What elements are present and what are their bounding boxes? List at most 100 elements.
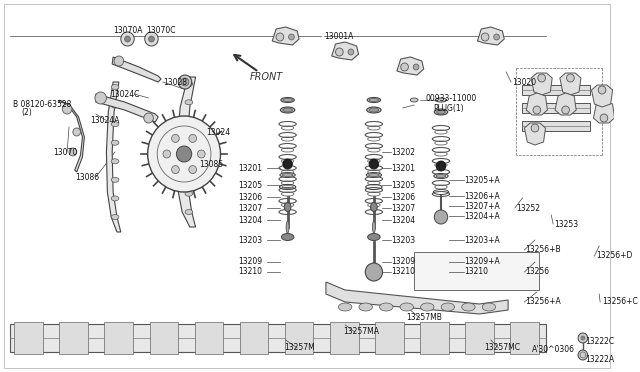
Ellipse shape bbox=[282, 173, 293, 176]
Bar bbox=[14, 322, 43, 354]
Text: 13256: 13256 bbox=[525, 267, 550, 276]
Bar bbox=[465, 322, 493, 354]
Bar bbox=[414, 252, 539, 290]
Bar bbox=[522, 85, 589, 95]
Text: 13206: 13206 bbox=[237, 192, 262, 202]
Polygon shape bbox=[593, 101, 614, 123]
Text: 13086: 13086 bbox=[75, 173, 99, 182]
Text: 13204: 13204 bbox=[391, 215, 415, 224]
Text: 13252: 13252 bbox=[516, 203, 540, 212]
Bar bbox=[375, 322, 404, 354]
Text: 13024A: 13024A bbox=[90, 115, 120, 125]
Text: 13257MB: 13257MB bbox=[406, 314, 442, 323]
Circle shape bbox=[538, 74, 545, 82]
Circle shape bbox=[598, 86, 606, 94]
Circle shape bbox=[562, 106, 570, 114]
Text: 13257M: 13257M bbox=[284, 343, 314, 353]
Circle shape bbox=[121, 32, 134, 46]
Text: 13201: 13201 bbox=[391, 164, 415, 173]
Text: 13070: 13070 bbox=[54, 148, 78, 157]
Circle shape bbox=[578, 333, 588, 343]
Polygon shape bbox=[591, 85, 612, 107]
Polygon shape bbox=[332, 42, 358, 60]
Text: 13207: 13207 bbox=[391, 203, 415, 212]
Circle shape bbox=[163, 150, 171, 158]
Text: 13256+C: 13256+C bbox=[602, 298, 638, 307]
Ellipse shape bbox=[111, 84, 119, 90]
Polygon shape bbox=[60, 100, 84, 172]
Bar bbox=[195, 322, 223, 354]
Text: 13257MC: 13257MC bbox=[484, 343, 520, 353]
Ellipse shape bbox=[380, 303, 393, 311]
Text: B 08120-63528: B 08120-63528 bbox=[13, 99, 72, 109]
Text: 13202: 13202 bbox=[391, 148, 415, 157]
Ellipse shape bbox=[111, 103, 119, 108]
Text: 13024: 13024 bbox=[206, 128, 230, 137]
Text: 13028: 13028 bbox=[163, 77, 187, 87]
Text: 13207: 13207 bbox=[237, 203, 262, 212]
Polygon shape bbox=[555, 93, 576, 115]
Circle shape bbox=[533, 106, 541, 114]
Text: A'30^0306: A'30^0306 bbox=[532, 346, 575, 355]
Text: 13205: 13205 bbox=[237, 180, 262, 189]
Circle shape bbox=[95, 92, 106, 104]
Text: 13207+A: 13207+A bbox=[464, 202, 500, 211]
Text: 13210: 13210 bbox=[464, 267, 488, 276]
Circle shape bbox=[335, 48, 343, 56]
Ellipse shape bbox=[369, 173, 379, 176]
Text: 13257MA: 13257MA bbox=[343, 327, 380, 337]
Text: 13201: 13201 bbox=[237, 164, 262, 173]
Text: 13203: 13203 bbox=[237, 235, 262, 244]
Ellipse shape bbox=[111, 215, 119, 219]
Ellipse shape bbox=[280, 107, 295, 113]
Text: 13205+A: 13205+A bbox=[464, 176, 500, 185]
Ellipse shape bbox=[111, 159, 119, 164]
Ellipse shape bbox=[185, 173, 193, 178]
Polygon shape bbox=[177, 77, 196, 227]
Circle shape bbox=[365, 263, 383, 281]
Circle shape bbox=[531, 124, 539, 132]
Circle shape bbox=[62, 104, 72, 114]
Text: (2): (2) bbox=[21, 108, 32, 116]
Text: 13210: 13210 bbox=[237, 267, 262, 276]
Circle shape bbox=[177, 146, 192, 162]
Polygon shape bbox=[106, 82, 121, 232]
Circle shape bbox=[436, 161, 446, 171]
Circle shape bbox=[69, 148, 77, 156]
Ellipse shape bbox=[111, 196, 119, 201]
Text: 13206: 13206 bbox=[391, 192, 415, 202]
Ellipse shape bbox=[436, 174, 446, 177]
Circle shape bbox=[189, 134, 196, 142]
Bar bbox=[10, 324, 547, 352]
Ellipse shape bbox=[185, 155, 193, 160]
Ellipse shape bbox=[111, 177, 119, 182]
Ellipse shape bbox=[339, 303, 352, 311]
Text: 13222A: 13222A bbox=[585, 356, 614, 365]
Circle shape bbox=[369, 159, 379, 169]
Ellipse shape bbox=[111, 140, 119, 145]
Ellipse shape bbox=[434, 173, 448, 179]
Ellipse shape bbox=[280, 173, 295, 177]
Polygon shape bbox=[477, 27, 504, 45]
Polygon shape bbox=[526, 93, 547, 115]
Circle shape bbox=[481, 33, 489, 41]
Ellipse shape bbox=[367, 234, 380, 241]
Circle shape bbox=[493, 34, 499, 40]
Bar bbox=[510, 322, 539, 354]
Bar bbox=[522, 121, 589, 131]
Polygon shape bbox=[272, 27, 299, 45]
Ellipse shape bbox=[441, 303, 454, 311]
Circle shape bbox=[114, 56, 124, 66]
Text: 13256+D: 13256+D bbox=[596, 251, 633, 260]
Circle shape bbox=[148, 36, 154, 42]
Circle shape bbox=[73, 128, 81, 136]
Text: 13001A: 13001A bbox=[324, 32, 353, 41]
Bar bbox=[60, 322, 88, 354]
Text: 13020: 13020 bbox=[512, 77, 536, 87]
Text: PLUG(1): PLUG(1) bbox=[433, 103, 464, 112]
Bar bbox=[420, 322, 449, 354]
Ellipse shape bbox=[482, 303, 495, 311]
Circle shape bbox=[578, 350, 588, 360]
Ellipse shape bbox=[281, 97, 294, 103]
Text: 13085: 13085 bbox=[200, 160, 223, 169]
